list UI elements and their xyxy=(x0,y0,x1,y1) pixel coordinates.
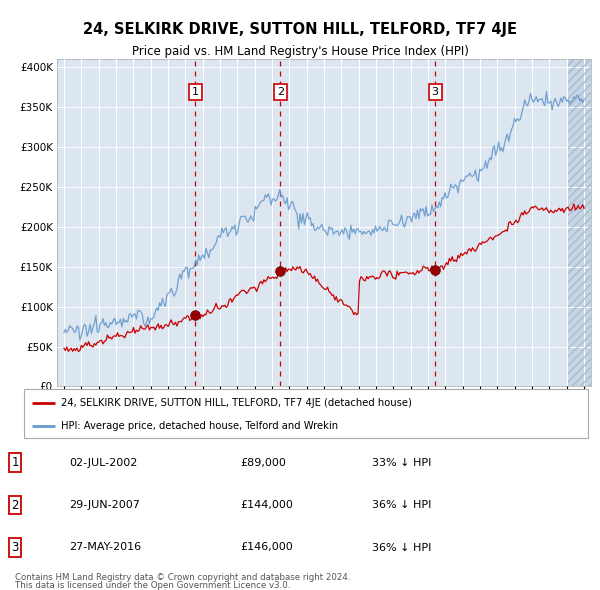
Text: 24, SELKIRK DRIVE, SUTTON HILL, TELFORD, TF7 4JE (detached house): 24, SELKIRK DRIVE, SUTTON HILL, TELFORD,… xyxy=(61,398,412,408)
Text: Contains HM Land Registry data © Crown copyright and database right 2024.: Contains HM Land Registry data © Crown c… xyxy=(15,572,350,582)
Text: 2: 2 xyxy=(277,87,284,97)
Text: This data is licensed under the Open Government Licence v3.0.: This data is licensed under the Open Gov… xyxy=(15,581,290,590)
Text: 29-JUN-2007: 29-JUN-2007 xyxy=(69,500,140,510)
Text: 36% ↓ HPI: 36% ↓ HPI xyxy=(372,542,431,552)
Text: 27-MAY-2016: 27-MAY-2016 xyxy=(69,542,141,552)
Text: £146,000: £146,000 xyxy=(240,542,293,552)
Text: Price paid vs. HM Land Registry's House Price Index (HPI): Price paid vs. HM Land Registry's House … xyxy=(131,45,469,58)
Text: 3: 3 xyxy=(431,87,439,97)
Text: 3: 3 xyxy=(11,541,19,554)
Text: 1: 1 xyxy=(192,87,199,97)
Text: 33% ↓ HPI: 33% ↓ HPI xyxy=(372,458,431,468)
Text: 02-JUL-2002: 02-JUL-2002 xyxy=(69,458,137,468)
Text: 24, SELKIRK DRIVE, SUTTON HILL, TELFORD, TF7 4JE: 24, SELKIRK DRIVE, SUTTON HILL, TELFORD,… xyxy=(83,22,517,37)
FancyBboxPatch shape xyxy=(24,389,588,438)
Text: 2: 2 xyxy=(11,499,19,512)
Text: HPI: Average price, detached house, Telford and Wrekin: HPI: Average price, detached house, Telf… xyxy=(61,421,338,431)
Text: 1: 1 xyxy=(11,456,19,469)
Text: 36% ↓ HPI: 36% ↓ HPI xyxy=(372,500,431,510)
Bar xyxy=(568,59,591,386)
Text: £89,000: £89,000 xyxy=(240,458,286,468)
Bar xyxy=(568,59,591,386)
Text: £144,000: £144,000 xyxy=(240,500,293,510)
